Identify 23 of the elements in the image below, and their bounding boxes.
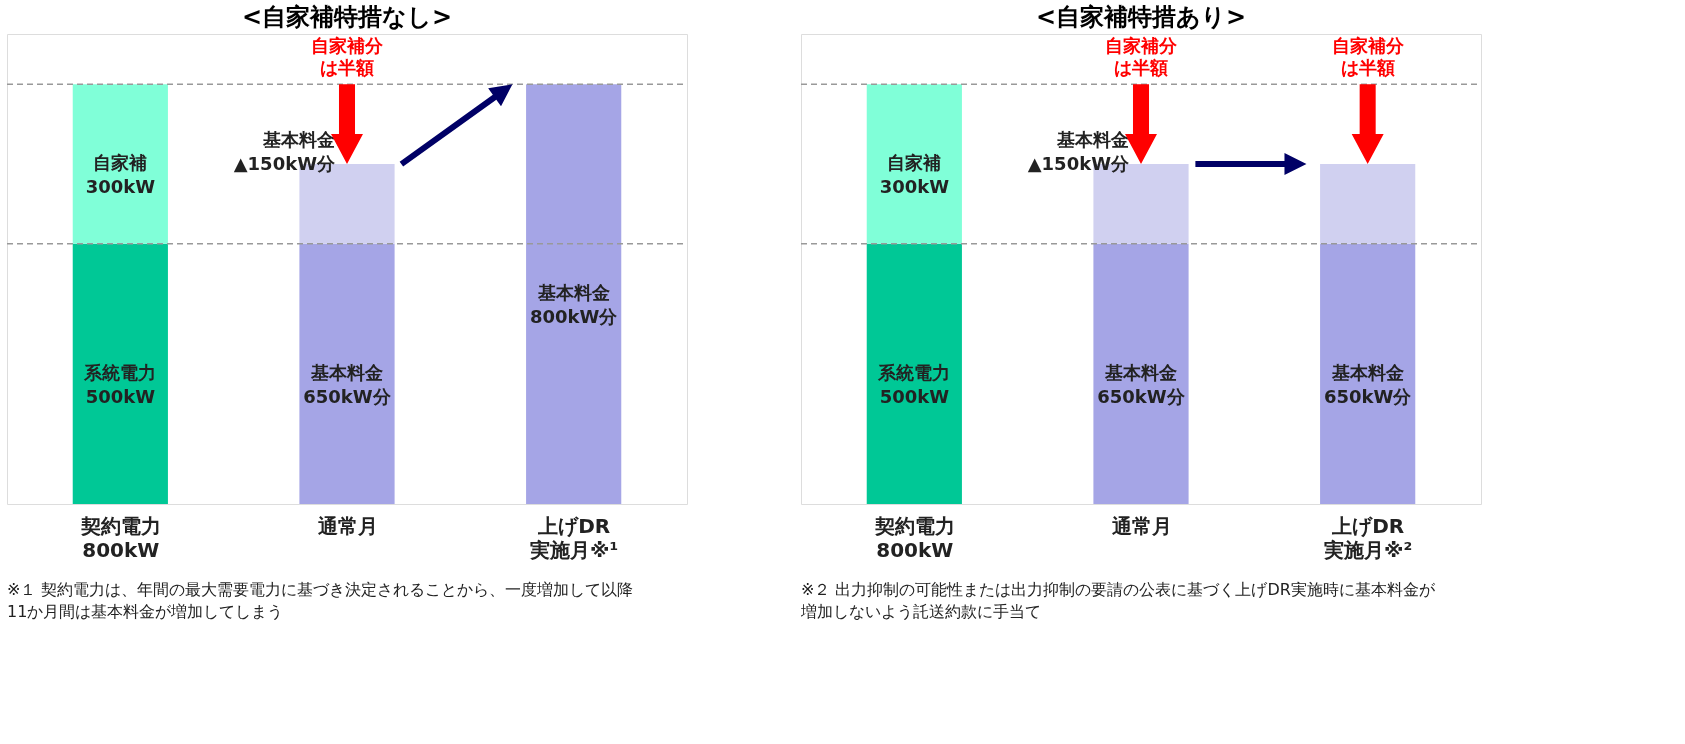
annotation: 系統電力500kW (83, 361, 157, 407)
annotation: 自家補300kW (879, 152, 950, 198)
x-tick-label: 通常月 (1110, 513, 1172, 538)
annotation: 基本料金▲150kW分 (1027, 129, 1130, 175)
annotation: 自家補分は半額 (1331, 35, 1405, 79)
annotation: 自家補300kW (85, 152, 156, 198)
x-tick-label: 契約電力 800kW (873, 513, 955, 562)
annotation: 系統電力500kW (877, 361, 951, 407)
x-tick-label: 上げDR 実施月※² (1323, 513, 1413, 562)
text: ※２ 出力抑制の可能性または出力抑制の要請の公表に基づく上げDR実施時に基本料金が増加しないよう託送約款に手当て (800, 580, 1436, 621)
annotation: 基本料金650kW分 (1323, 361, 1413, 407)
x-tick-label: 契約電力 800kW (79, 513, 161, 562)
chart-title: <自家補特措あり> (1035, 3, 1247, 31)
annotation: 基本料金800kW分 (529, 282, 619, 328)
text: ※１ 契約電力は、年間の最大需要電力に基づき決定されることから、一度増加して以降11か月間は基本料金が増加してしまう (7, 580, 634, 621)
x-tick-label: 通常月 (316, 513, 378, 538)
annotation: 自家補分は半額 (311, 35, 384, 79)
annotation: 基本料金▲150kW分 (233, 129, 336, 175)
annotation: 基本料金650kW分 (1097, 361, 1186, 407)
annotation: 自家補分は半額 (1105, 35, 1178, 79)
chart-title: <自家補特措なし> (241, 3, 453, 31)
x-tick-label: 上げDR 実施月※¹ (529, 513, 619, 562)
annotation: 基本料金650kW分 (303, 361, 392, 407)
